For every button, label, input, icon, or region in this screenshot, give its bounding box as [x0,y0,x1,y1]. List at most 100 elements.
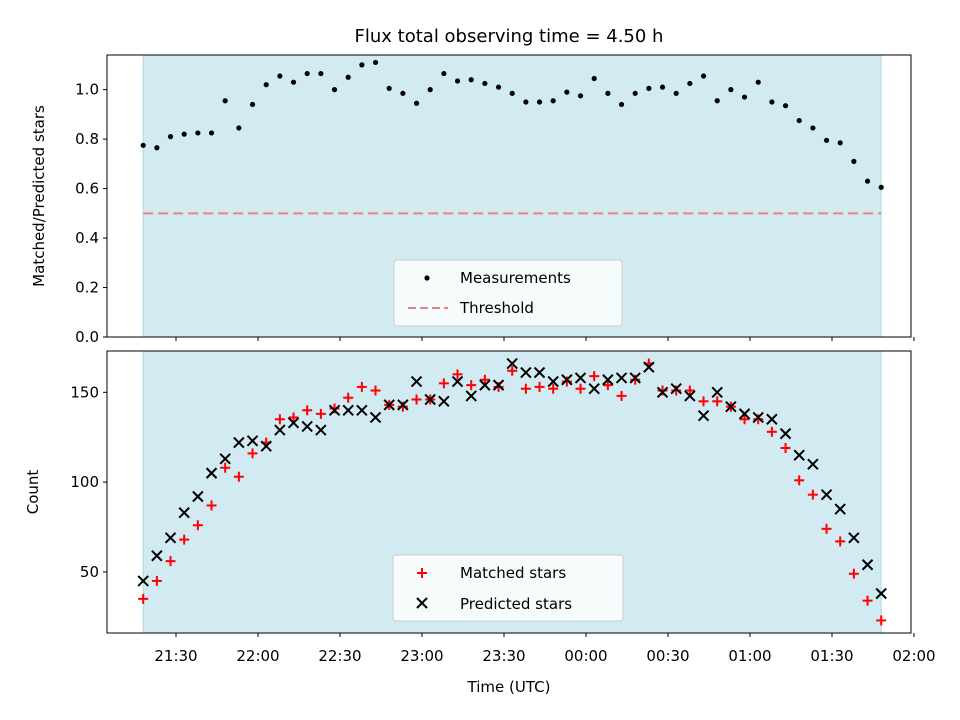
predicted-point [151,550,163,562]
top-y-tick-label: 0.4 [75,229,99,247]
bottom-y-axis-label: Count [24,470,42,515]
bottom-axes-frame [106,350,912,634]
matched-point [561,376,572,387]
predicted-point [779,427,792,440]
measurement-point [605,90,611,96]
predicted-point-b [369,411,382,424]
predicted-point [697,409,710,422]
measurement-point [646,85,652,91]
measurement-point [728,87,734,93]
measurement-point [290,79,297,85]
bottom-legend: Matched stars Predicted stars [392,554,624,622]
matched-point [753,414,764,425]
x-tick-label: 23:00 [400,647,443,665]
measurement-point [441,70,447,77]
predicted-point [820,488,833,501]
top-legend: Measurements Threshold [393,259,623,327]
matched-point [848,568,859,579]
measurement-point [564,89,570,95]
legend-predicted-marker [416,597,428,609]
predicted-point-b [738,408,751,420]
matched-point [288,412,299,423]
measurement-point [154,145,160,151]
measurement-point [878,184,884,190]
measurement-point [345,74,351,80]
matched-point [507,365,518,376]
predicted-point [506,357,518,370]
predicted-point [410,375,423,388]
predicted-point-b [752,411,764,424]
predicted-point [643,361,655,373]
predicted-point-b [506,357,518,370]
predicted-point-b [574,372,587,384]
measurement-point [864,178,871,184]
predicted-point-b [233,436,245,449]
matched-point [548,383,559,394]
predicted-point-b [697,409,710,422]
predicted-point-b [410,375,423,388]
measurement-point [837,140,843,146]
measurement-point [509,90,515,96]
measurement-point [236,125,242,131]
matched-point [794,475,805,486]
matched-point [876,615,887,626]
predicted-point [178,506,190,519]
matched-point [821,523,832,534]
measurement-point [208,130,215,136]
predicted-point-b [588,383,600,395]
predicted-point-b [246,435,259,447]
matched-point [247,448,258,459]
chart-title: Flux total observing time = 4.50 h [355,26,664,47]
matched-point [616,390,627,401]
matched-point [370,385,381,396]
predicted-point-b [219,453,231,465]
predicted-point [397,399,409,411]
legend-measurements-label: Measurements [460,269,571,287]
legend-predicted-label: Predicted stars [460,595,572,613]
legend-threshold-label: Threshold [459,299,534,317]
x-tick-label: 23:30 [482,647,525,665]
predicted-point-b [397,399,409,411]
predicted-point [848,532,860,544]
predicted-point-b [164,532,177,544]
predicted-point [711,386,723,399]
bottom-x-ticks: 21:30 22:00 22:30 23:00 23:30 00:00 00:30 01:00… [154,633,936,665]
predicted-point-b [520,366,532,379]
predicted-point [369,411,382,424]
measurement-point [687,80,693,87]
measurement-point [167,134,174,140]
measurement-point [181,131,187,137]
matched-point [534,381,545,392]
top-y-tick-label: 0.0 [75,328,99,346]
predicted-point [602,374,614,386]
matched-point [343,392,354,403]
measurement-point [454,78,461,84]
matched-point [766,426,777,437]
x-tick-label: 00:30 [646,647,689,665]
bottom-y-ticks: 50 100 150 [70,383,107,581]
predicted-point-b [711,386,723,399]
top-y-tick-label: 1.0 [75,81,99,99]
measurement-point [769,99,775,105]
bottom-marks [137,357,887,626]
measurement-point [468,77,474,83]
measurement-point [140,142,146,148]
predicted-point-b [492,379,505,391]
matched-point [411,394,422,405]
matched-point [493,381,504,392]
predicted-point-b [684,390,696,402]
predicted-point-b [383,399,395,411]
measurement-point [277,73,283,79]
predicted-point-b [438,395,450,408]
matched-point [220,462,231,473]
measurement-point [523,99,529,105]
predicted-point [301,420,313,433]
matched-point [602,380,613,391]
predicted-point [807,458,819,470]
top-panel: 0.0 0.2 0.4 0.6 0.8 1.0 Matched/Predicted sta… [30,54,915,346]
bottom-y-tick-label: 100 [70,473,99,491]
matched-point [179,534,190,545]
predicted-point [479,379,491,391]
measurement-point [851,158,857,164]
